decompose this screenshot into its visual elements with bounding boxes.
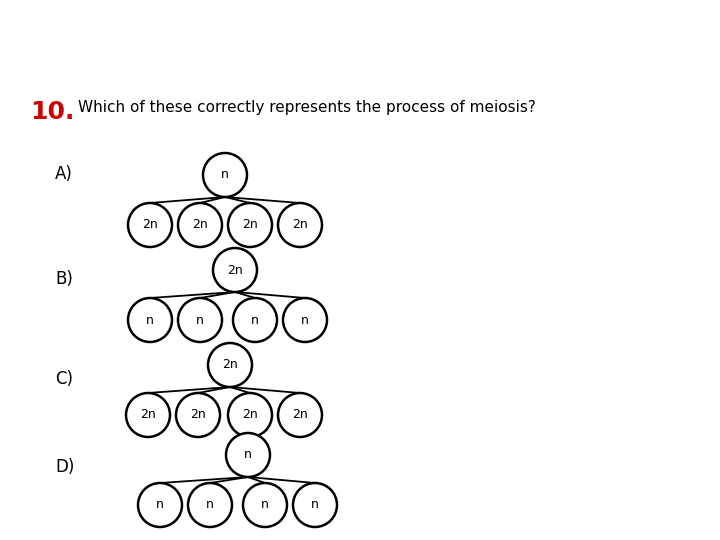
Circle shape <box>228 393 272 437</box>
Text: A): A) <box>55 165 73 183</box>
Text: n: n <box>146 314 154 327</box>
Circle shape <box>128 298 172 342</box>
Text: B): B) <box>55 270 73 288</box>
Text: n: n <box>156 498 164 511</box>
Circle shape <box>126 393 170 437</box>
Circle shape <box>178 203 222 247</box>
Circle shape <box>278 393 322 437</box>
Text: 2n: 2n <box>140 408 156 422</box>
Circle shape <box>138 483 182 527</box>
Text: n: n <box>301 314 309 327</box>
Text: 2n: 2n <box>227 264 243 276</box>
Text: 2n: 2n <box>142 219 158 232</box>
Text: n: n <box>261 498 269 511</box>
Text: n: n <box>311 498 319 511</box>
Circle shape <box>178 298 222 342</box>
Circle shape <box>283 298 327 342</box>
Circle shape <box>228 203 272 247</box>
Circle shape <box>203 153 247 197</box>
Text: 10.: 10. <box>30 100 74 124</box>
Text: n: n <box>244 449 252 462</box>
Text: Which of these correctly represents the process of meiosis?: Which of these correctly represents the … <box>78 100 536 115</box>
Circle shape <box>208 343 252 387</box>
Text: n: n <box>221 168 229 181</box>
Circle shape <box>176 393 220 437</box>
Text: 2n: 2n <box>242 219 258 232</box>
Circle shape <box>243 483 287 527</box>
Circle shape <box>278 203 322 247</box>
Text: n: n <box>206 498 214 511</box>
Text: 2n: 2n <box>192 219 208 232</box>
Circle shape <box>128 203 172 247</box>
Circle shape <box>233 298 277 342</box>
Circle shape <box>293 483 337 527</box>
Text: 2n: 2n <box>222 359 238 372</box>
Text: D): D) <box>55 458 74 476</box>
Text: 2n: 2n <box>292 408 308 422</box>
Circle shape <box>213 248 257 292</box>
Text: 2n: 2n <box>190 408 206 422</box>
Text: n: n <box>251 314 259 327</box>
Circle shape <box>226 433 270 477</box>
Text: n: n <box>196 314 204 327</box>
Circle shape <box>188 483 232 527</box>
Text: C): C) <box>55 370 73 388</box>
Text: 2n: 2n <box>242 408 258 422</box>
Text: 2n: 2n <box>292 219 308 232</box>
